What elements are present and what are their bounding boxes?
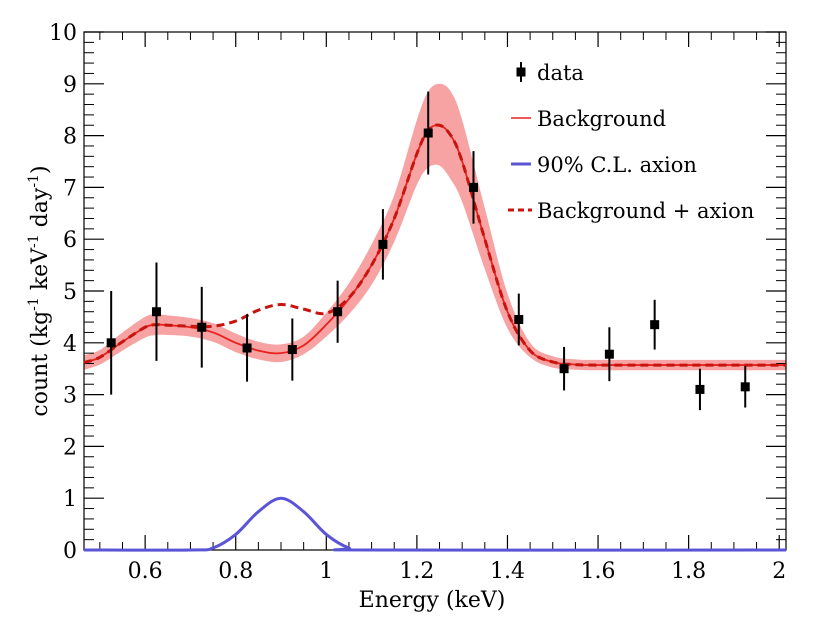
- data-point: [242, 343, 252, 353]
- data-points-layer: [106, 91, 750, 411]
- legend-label-combined: Background + axion: [537, 199, 754, 223]
- y-tick-label: 7: [63, 176, 77, 201]
- x-tick-label: 1.6: [581, 559, 616, 584]
- legend-data-marker-icon: [516, 67, 526, 77]
- y-axis-title-part: day: [28, 187, 53, 234]
- y-tick-label: 6: [63, 228, 77, 253]
- background-uncertainty-band: [84, 83, 786, 371]
- legend-label-data: data: [537, 61, 584, 85]
- y-tick-label: 3: [63, 384, 77, 409]
- legend-label-axion: 90% C.L. axion: [537, 153, 697, 177]
- y-tick-label: 1: [63, 487, 77, 512]
- y-axis-title-sup: -1: [26, 174, 42, 188]
- x-tick-label: 2: [772, 559, 786, 584]
- x-axis-title: Energy (keV): [359, 588, 506, 613]
- legend-entry-axion: 90% C.L. axion: [511, 153, 697, 177]
- y-axis-title-sup: -1: [26, 234, 42, 248]
- y-axis-title-part: keV: [28, 247, 53, 297]
- data-point: [468, 182, 478, 192]
- axion-curve: [83, 496, 787, 552]
- data-point: [287, 345, 297, 355]
- x-tick-label: 0.8: [218, 559, 253, 584]
- y-tick-label: 9: [63, 73, 77, 98]
- x-tick-label: 1.2: [399, 559, 434, 584]
- legend-label-background: Background: [537, 107, 666, 131]
- y-tick-label: 0: [63, 539, 77, 564]
- x-tick-label: 1.8: [671, 559, 706, 584]
- data-point: [151, 307, 161, 317]
- data-point: [695, 384, 705, 394]
- legend: data Background 90% C.L. axion Backgroun…: [508, 61, 754, 223]
- y-tick-label: 4: [63, 332, 77, 357]
- x-tick-label: 1: [319, 559, 333, 584]
- background-plus-axion-curve: [83, 123, 787, 367]
- x-tick-labels: 0.6 0.8 1 1.2 1.4 1.6 1.8 2: [128, 559, 787, 584]
- data-point: [378, 239, 388, 249]
- data-point: [604, 349, 614, 359]
- y-axis-title-part: ): [28, 165, 53, 174]
- y-axis-title-sup: -1: [26, 297, 42, 311]
- y-tick-label: 10: [49, 21, 77, 46]
- data-point: [423, 128, 433, 138]
- x-tick-label: 0.6: [128, 559, 163, 584]
- background-uncertainty-band-layer: [84, 83, 786, 371]
- legend-entry-data: data: [516, 61, 584, 85]
- data-point: [514, 314, 524, 324]
- x-tick-label: 1.4: [490, 559, 525, 584]
- data-point: [197, 322, 207, 332]
- y-tick-label: 8: [63, 125, 77, 150]
- data-point: [106, 338, 116, 348]
- y-tick-label: 2: [63, 435, 77, 460]
- y-tick-labels: 0 1 2 3 4 5 6 7 8 9 10: [49, 21, 77, 564]
- legend-entry-background: Background: [511, 107, 666, 131]
- tick-marks: [84, 31, 786, 551]
- data-point: [333, 307, 343, 317]
- y-axis-title: count (kg-1 keV-1 day-1): [26, 165, 53, 416]
- data-point: [650, 320, 660, 330]
- data-point: [740, 382, 750, 392]
- y-axis-title-part: count (kg: [28, 311, 53, 417]
- legend-entry-combined: Background + axion: [508, 199, 754, 223]
- data-point: [559, 364, 569, 374]
- y-tick-label: 5: [63, 280, 77, 305]
- curves-layer: [83, 123, 787, 552]
